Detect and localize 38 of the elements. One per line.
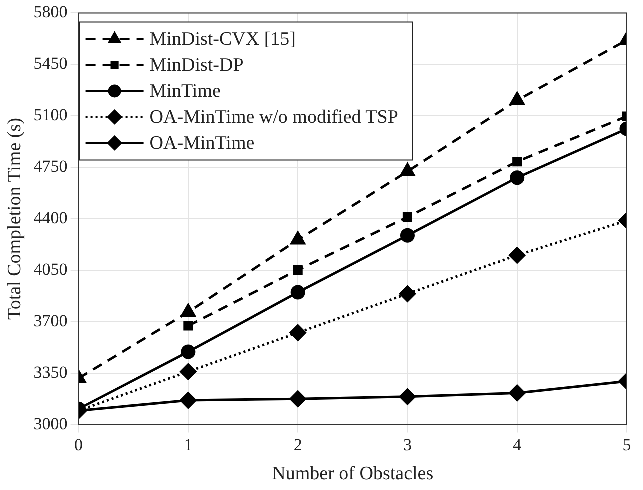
point: [509, 247, 526, 264]
legend-label: MinTime: [150, 81, 221, 102]
point: [400, 228, 415, 243]
point: [509, 384, 526, 402]
y-tick-label: 4400: [34, 208, 68, 228]
point: [510, 170, 525, 186]
legend-label: OA-MinTime: [150, 133, 255, 154]
y-tick-label: 3350: [34, 362, 68, 382]
point: [290, 324, 306, 342]
y-tick-label: 5100: [34, 106, 68, 125]
point: [512, 157, 522, 167]
y-axis-title: Total Completion Time (s): [4, 118, 26, 320]
x-tick-label: 1: [184, 435, 193, 454]
point: [399, 388, 416, 406]
x-tick-label: 2: [294, 435, 302, 454]
legend-label: MinDist-DP: [150, 55, 244, 76]
point: [293, 265, 303, 275]
x-axis-title: Number of Obstacles: [272, 464, 434, 485]
point: [180, 364, 197, 380]
y-tick-label: 5800: [34, 2, 68, 22]
point: [290, 285, 306, 300]
x-tick-label: 4: [513, 435, 522, 454]
x-tick-label: 3: [403, 435, 412, 454]
y-tick-label: 4750: [34, 157, 68, 176]
y-tick-label: 3700: [34, 311, 68, 330]
y-tick-label: 4050: [34, 260, 68, 279]
legend-label: OA-MinTime w/o modified TSP: [150, 107, 398, 128]
point: [402, 212, 413, 222]
point: [181, 344, 196, 360]
y-tick-label: 5450: [34, 54, 68, 74]
point: [399, 286, 416, 302]
x-tick-label: 0: [74, 435, 84, 454]
y-tick-label: 3000: [34, 414, 68, 434]
point: [290, 390, 306, 408]
x-tick-label: 5: [622, 435, 632, 454]
point: [180, 392, 197, 409]
legend-label: MinDist-CVX [15]: [150, 29, 296, 50]
point: [184, 321, 194, 331]
